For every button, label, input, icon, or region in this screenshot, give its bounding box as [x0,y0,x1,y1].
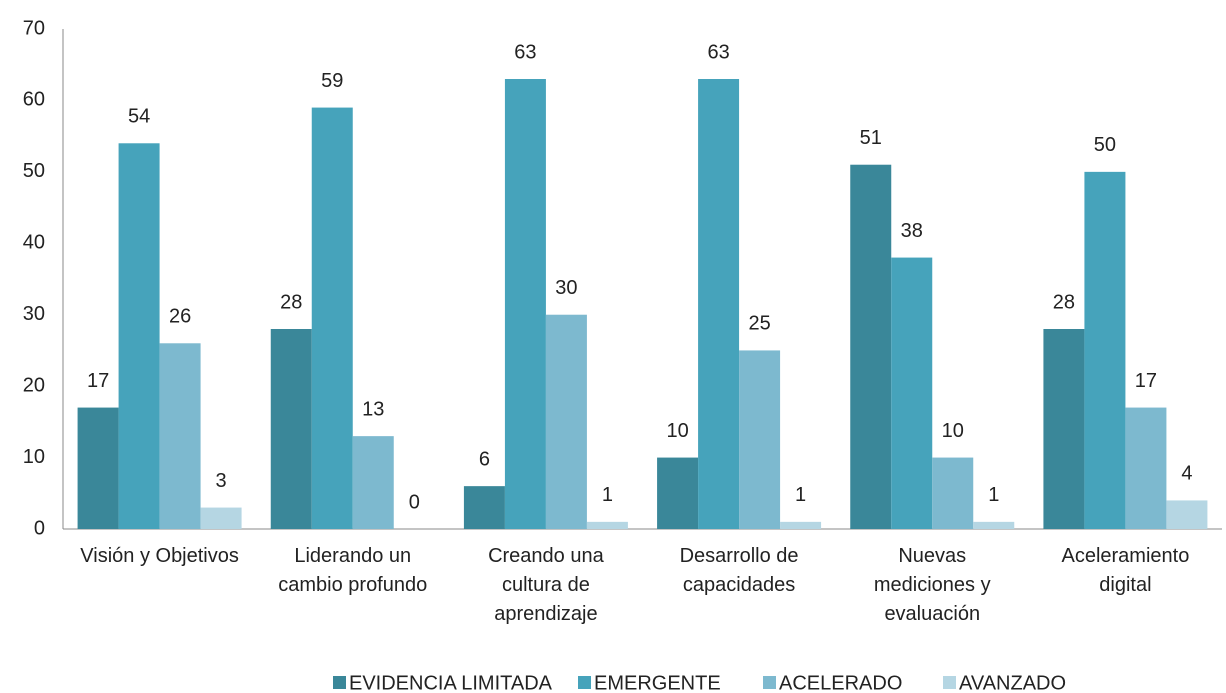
x-tick-label: Creando una cultura de aprendizaje [488,545,605,625]
value-label: 63 [514,41,536,63]
value-label: 10 [942,420,964,442]
value-label: 59 [321,70,343,92]
bar [932,457,974,529]
value-label: 0 [409,491,420,513]
y-tick-label: 20 [23,374,45,396]
bar [159,343,201,529]
value-label: 38 [901,220,923,242]
value-label: 25 [748,313,770,335]
bar [504,79,546,529]
value-label: 28 [1053,291,1075,313]
legend-swatch [333,676,346,689]
value-label: 1 [795,484,806,506]
bar [1084,171,1126,529]
bar [1043,329,1085,529]
bar [698,79,740,529]
bar [739,350,781,529]
y-tick-label: 30 [23,303,45,325]
y-tick-label: 60 [23,89,45,111]
value-label: 63 [707,41,729,63]
legend-swatch [578,676,591,689]
bar [352,436,394,529]
bar [657,457,699,529]
legend-label: EVIDENCIA LIMITADA [349,672,553,693]
value-label: 13 [362,398,384,420]
value-label: 51 [860,127,882,149]
bar [780,521,822,529]
legend-swatch [943,676,956,689]
legend-swatch [763,676,776,689]
value-label: 17 [87,370,109,392]
bar [973,521,1015,529]
value-label: 26 [169,306,191,328]
x-tick-label: Visión y Objetivos [80,545,239,567]
bar [270,329,312,529]
x-tick-label: Nuevas mediciones y evaluación [874,545,991,625]
value-label: 6 [479,448,490,470]
y-tick-label: 0 [34,517,45,539]
y-tick-label: 70 [23,17,45,39]
y-tick-label: 50 [23,160,45,182]
x-tick-label: Desarrollo de capacidades [680,545,799,596]
value-label: 54 [128,106,150,128]
y-tick-label: 10 [23,446,45,468]
bar [891,257,933,529]
y-tick-label: 40 [23,232,45,254]
value-label: 3 [216,470,227,492]
legend-label: EMERGENTE [594,672,721,693]
bar [463,486,505,529]
legend-label: ACELERADO [779,672,902,693]
x-tick-label: Liderando un cambio profundo [278,545,427,596]
value-label: 28 [280,291,302,313]
bar [586,521,628,529]
bar [850,164,892,529]
value-label: 30 [555,277,577,299]
value-label: 10 [666,420,688,442]
bar [118,143,160,530]
value-label: 1 [602,484,613,506]
value-label: 1 [988,484,999,506]
bar [77,407,119,529]
value-label: 4 [1181,463,1192,485]
legend-label: AVANZADO [959,672,1066,693]
bar [1125,407,1167,529]
value-label: 17 [1135,370,1157,392]
value-label: 50 [1094,134,1116,156]
x-tick-label: Aceleramiento digital [1061,545,1189,596]
bar [1166,500,1208,529]
bar [311,107,353,530]
bar [545,314,587,529]
bar [200,507,242,529]
